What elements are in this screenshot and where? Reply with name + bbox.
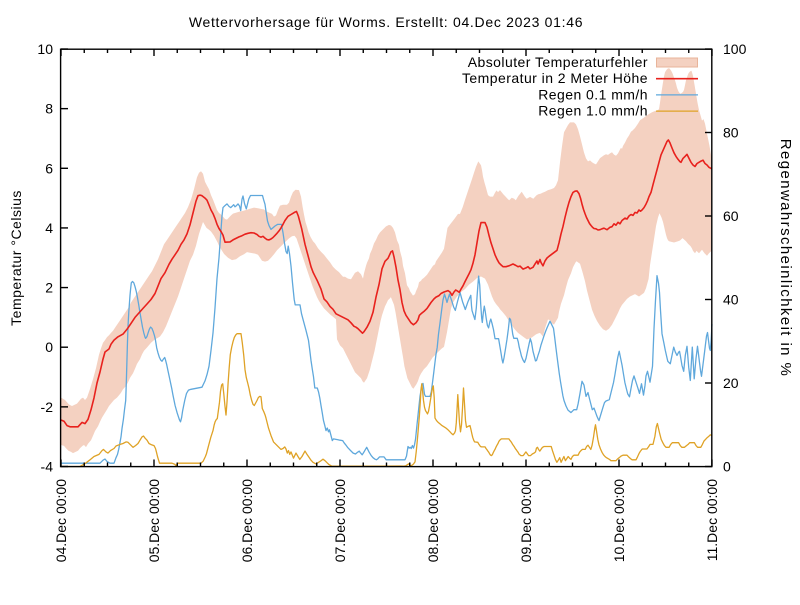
svg-text:6: 6	[45, 160, 53, 176]
svg-text:80: 80	[723, 125, 739, 141]
svg-text:40: 40	[723, 292, 739, 308]
svg-text:09.Dec 00:00: 09.Dec 00:00	[518, 479, 534, 562]
svg-text:11.Dec 00:00: 11.Dec 00:00	[704, 479, 720, 561]
svg-text:60: 60	[723, 208, 739, 224]
svg-text:08.Dec 00:00: 08.Dec 00:00	[425, 479, 441, 562]
svg-text:-2: -2	[41, 399, 54, 415]
svg-text:04.Dec 00:00: 04.Dec 00:00	[53, 479, 69, 562]
svg-text:20: 20	[723, 375, 739, 391]
svg-text:05.Dec 00:00: 05.Dec 00:00	[146, 479, 162, 562]
svg-text:Regen 1.0 mm/h: Regen 1.0 mm/h	[538, 103, 648, 119]
svg-text:Temperatur °Celsius: Temperatur °Celsius	[8, 190, 24, 326]
svg-text:10.Dec 00:00: 10.Dec 00:00	[611, 479, 627, 562]
svg-text:10: 10	[37, 41, 53, 57]
svg-text:Wettervorhersage für Worms. Er: Wettervorhersage für Worms. Erstellt: 04…	[189, 14, 583, 30]
svg-text:0: 0	[723, 459, 731, 475]
svg-text:-4: -4	[41, 459, 54, 475]
svg-text:Regenwahrscheinlichkeit in %: Regenwahrscheinlichkeit in %	[777, 139, 794, 377]
svg-text:Temperatur in 2 Meter Höhe: Temperatur in 2 Meter Höhe	[462, 70, 648, 86]
svg-text:Regen 0.1 mm/h: Regen 0.1 mm/h	[538, 86, 648, 102]
svg-text:06.Dec 00:00: 06.Dec 00:00	[239, 479, 255, 562]
svg-text:100: 100	[723, 41, 747, 57]
svg-text:2: 2	[45, 280, 53, 296]
svg-text:0: 0	[45, 339, 53, 355]
svg-text:07.Dec 00:00: 07.Dec 00:00	[332, 479, 348, 562]
svg-text:8: 8	[45, 101, 53, 117]
svg-text:4: 4	[45, 220, 53, 236]
svg-text:Absoluter Temperaturfehler: Absoluter Temperaturfehler	[468, 54, 648, 70]
